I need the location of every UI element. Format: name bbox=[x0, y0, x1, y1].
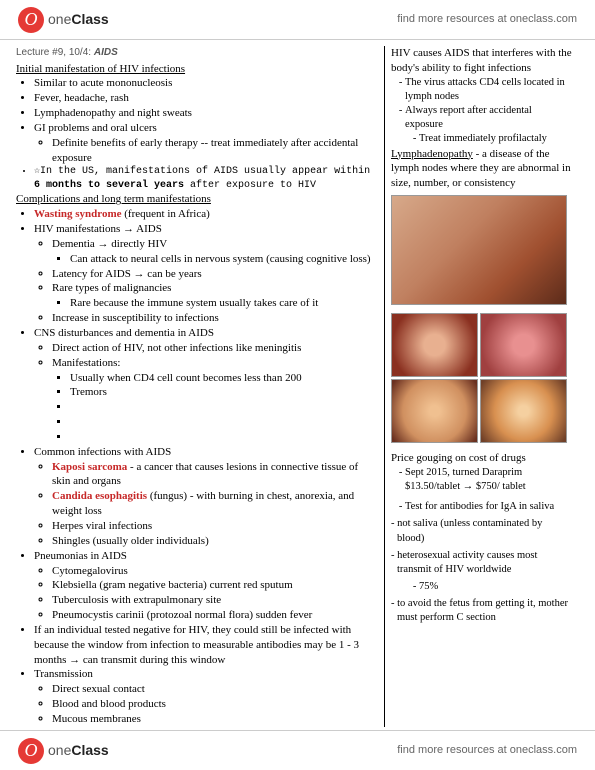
list-item-star: ☆In the US, manifestations of AIDS usual… bbox=[34, 165, 376, 192]
list-item: Candida esophagitis (fungus) - with burn… bbox=[52, 489, 376, 519]
list-item: Sept 2015, turned Daraprim $13.50/tablet… bbox=[405, 466, 572, 494]
right-para-lymph: Lymphadenopathy - a disease of the lymph… bbox=[391, 147, 572, 192]
page-content: Lecture #9, 10/4: AIDS Initial manifesta… bbox=[0, 40, 595, 727]
list-item: Transmission Direct sexual contact Blood… bbox=[34, 667, 376, 726]
list-item: Wasting syndrome (frequent in Africa) bbox=[34, 207, 376, 222]
logo-text: oneClass bbox=[48, 10, 109, 29]
list-item: Tremors bbox=[70, 385, 376, 400]
list-item-empty bbox=[70, 400, 376, 415]
list-item: HIV manifestations → AIDS Dementia → dir… bbox=[34, 222, 376, 326]
right-list-hiv: The virus attacks CD4 cells located in l… bbox=[391, 76, 572, 147]
list-item: Always report after accidental exposure … bbox=[405, 104, 572, 147]
list-item: Dementia → directly HIV Can attack to ne… bbox=[52, 237, 376, 267]
list-item: Direct sexual contact bbox=[52, 682, 376, 697]
torso-image bbox=[391, 195, 567, 305]
list-item: Common infections with AIDS Kaposi sarco… bbox=[34, 445, 376, 549]
right-list-pct: 75% bbox=[391, 580, 572, 594]
list-item: Increase in susceptibility to infections bbox=[52, 311, 376, 326]
list-item: Cytomegalovirus bbox=[52, 564, 376, 579]
list-item: Herpes viral infections bbox=[52, 519, 376, 534]
list-item: Definite benefits of early therapy -- tr… bbox=[52, 136, 376, 166]
dash-note-fetus: - to avoid the fetus from getting it, mo… bbox=[391, 597, 572, 625]
list-complications: Wasting syndrome (frequent in Africa) HI… bbox=[16, 207, 376, 727]
endoscopy-image-2 bbox=[480, 379, 567, 443]
right-list-test: Test for antibodies for IgA in saliva bbox=[391, 500, 572, 514]
bottombar-link[interactable]: find more resources at oneclass.com bbox=[397, 743, 577, 758]
list-item: Latency for AIDS → can be years bbox=[52, 267, 376, 282]
topbar-link[interactable]: find more resources at oneclass.com bbox=[397, 12, 577, 27]
list-item: Lymphadenopathy and night sweats bbox=[34, 106, 376, 121]
section-heading-initial: Initial manifestation of HIV infections bbox=[16, 62, 376, 77]
list-item: Direct action of HIV, not other infectio… bbox=[52, 341, 376, 356]
dash-note-hetero: - heterosexual activity causes most tran… bbox=[391, 549, 572, 577]
list-item-empty bbox=[70, 430, 376, 445]
list-item: Fever, headache, rash bbox=[34, 91, 376, 106]
list-item: The virus attacks CD4 cells located in l… bbox=[405, 76, 572, 104]
left-column: Lecture #9, 10/4: AIDS Initial manifesta… bbox=[16, 46, 376, 727]
list-item: 75% bbox=[419, 580, 572, 594]
lesion-image bbox=[480, 313, 567, 377]
list-item: Tuberculosis with extrapulmonary site bbox=[52, 593, 376, 608]
list-item: Manifestations: Usually when CD4 cell co… bbox=[52, 356, 376, 445]
right-para-price: Price gouging on cost of drugs bbox=[391, 451, 572, 466]
logo-icon: O bbox=[18, 738, 44, 764]
right-para-hiv: HIV causes AIDS that interferes with the… bbox=[391, 46, 572, 76]
list-item: Shingles (usually older individuals) bbox=[52, 534, 376, 549]
section-heading-complications: Complications and long term manifestatio… bbox=[16, 192, 376, 207]
list-item: Pneumocystis carinii (protozoal normal f… bbox=[52, 608, 376, 623]
lecture-header: Lecture #9, 10/4: AIDS bbox=[16, 46, 376, 60]
teeth-image bbox=[391, 313, 478, 377]
list-item: Klebsiella (gram negative bacteria) curr… bbox=[52, 578, 376, 593]
list-item: CNS disturbances and dementia in AIDS Di… bbox=[34, 326, 376, 445]
endoscopy-image-1 bbox=[391, 379, 478, 443]
logo-icon: O bbox=[18, 7, 44, 33]
list-item: Usually when CD4 cell count becomes less… bbox=[70, 371, 376, 386]
list-item: Test for antibodies for IgA in saliva bbox=[405, 500, 572, 514]
list-item: Can attack to neural cells in nervous sy… bbox=[70, 252, 376, 267]
list-initial: Similar to acute mononucleosis Fever, he… bbox=[16, 76, 376, 192]
list-item: Similar to acute mononucleosis bbox=[34, 76, 376, 91]
list-item: Rare types of malignancies Rare because … bbox=[52, 281, 376, 311]
list-item: Pneumonias in AIDS Cytomegalovirus Klebs… bbox=[34, 549, 376, 623]
logo-bottom: O oneClass bbox=[18, 738, 109, 764]
logo-text: oneClass bbox=[48, 741, 109, 760]
dash-note-saliva: - not saliva (unless contaminated by blo… bbox=[391, 517, 572, 545]
list-item: If an individual tested negative for HIV… bbox=[34, 623, 376, 668]
right-column: HIV causes AIDS that interferes with the… bbox=[384, 46, 572, 727]
list-item: Kaposi sarcoma - a cancer that causes le… bbox=[52, 460, 376, 490]
logo: O oneClass bbox=[18, 7, 109, 33]
list-item: Mucous membranes bbox=[52, 712, 376, 727]
top-bar: O oneClass find more resources at onecla… bbox=[0, 0, 595, 40]
right-list-price: Sept 2015, turned Daraprim $13.50/tablet… bbox=[391, 466, 572, 494]
list-item: Rare because the immune system usually t… bbox=[70, 296, 376, 311]
image-grid bbox=[391, 313, 567, 443]
bottom-bar: O oneClass find more resources at onecla… bbox=[0, 730, 595, 770]
list-item: Treat immediately profilactaly bbox=[419, 132, 572, 146]
list-item: GI problems and oral ulcers Definite ben… bbox=[34, 121, 376, 166]
list-item-empty bbox=[70, 415, 376, 430]
list-item: Blood and blood products bbox=[52, 697, 376, 712]
